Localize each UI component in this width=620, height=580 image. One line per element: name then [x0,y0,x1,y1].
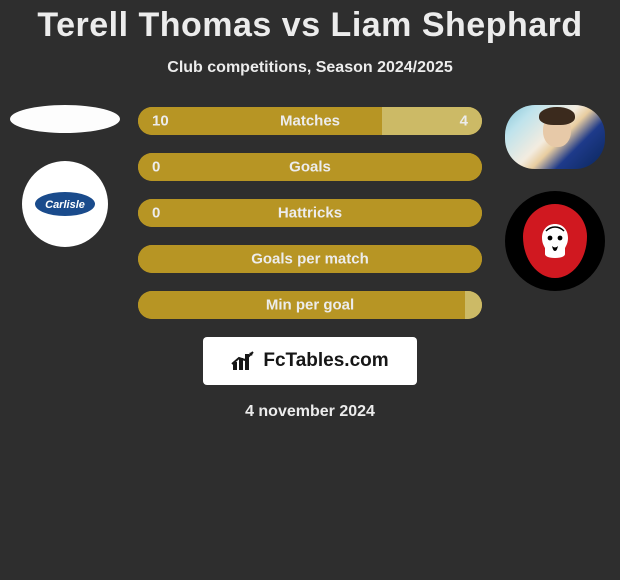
stat-row: 104Matches [138,107,482,135]
right-player-column [490,105,620,291]
lion-icon [532,218,578,264]
stat-bars: 104Matches 0Goals 0Hattricks Goals per matc… [138,105,482,319]
left-player-column: Carlisle [0,105,130,247]
player-left-avatar [10,105,120,133]
stat-row: 0Hattricks [138,199,482,227]
player-right-avatar [505,105,605,169]
page-title: Terell Thomas vs Liam Shephard [0,0,620,45]
stat-label: Goals [138,159,482,176]
stat-row: Goals per match [138,245,482,273]
stat-row: Min per goal [138,291,482,319]
stat-label: Hattricks [138,205,482,222]
stat-row: 0Goals [138,153,482,181]
watermark: FcTables.com [203,337,417,385]
club-left-badge: Carlisle [22,161,108,247]
carlisle-logo-icon: Carlisle [34,189,96,219]
date-label: 4 november 2024 [0,403,620,421]
club-right-badge [505,191,605,291]
stat-label: Matches [138,113,482,130]
comparison-content: Carlisle 104Matches 0Goals 0Hattricks Goals… [0,105,620,319]
svg-text:Carlisle: Carlisle [45,199,85,211]
stat-label: Goals per match [138,251,482,268]
subtitle: Club competitions, Season 2024/2025 [0,59,620,77]
salford-shield-icon [523,204,587,278]
watermark-text: FcTables.com [263,350,388,372]
fctables-chart-icon [231,350,257,372]
stat-label: Min per goal [138,297,482,314]
